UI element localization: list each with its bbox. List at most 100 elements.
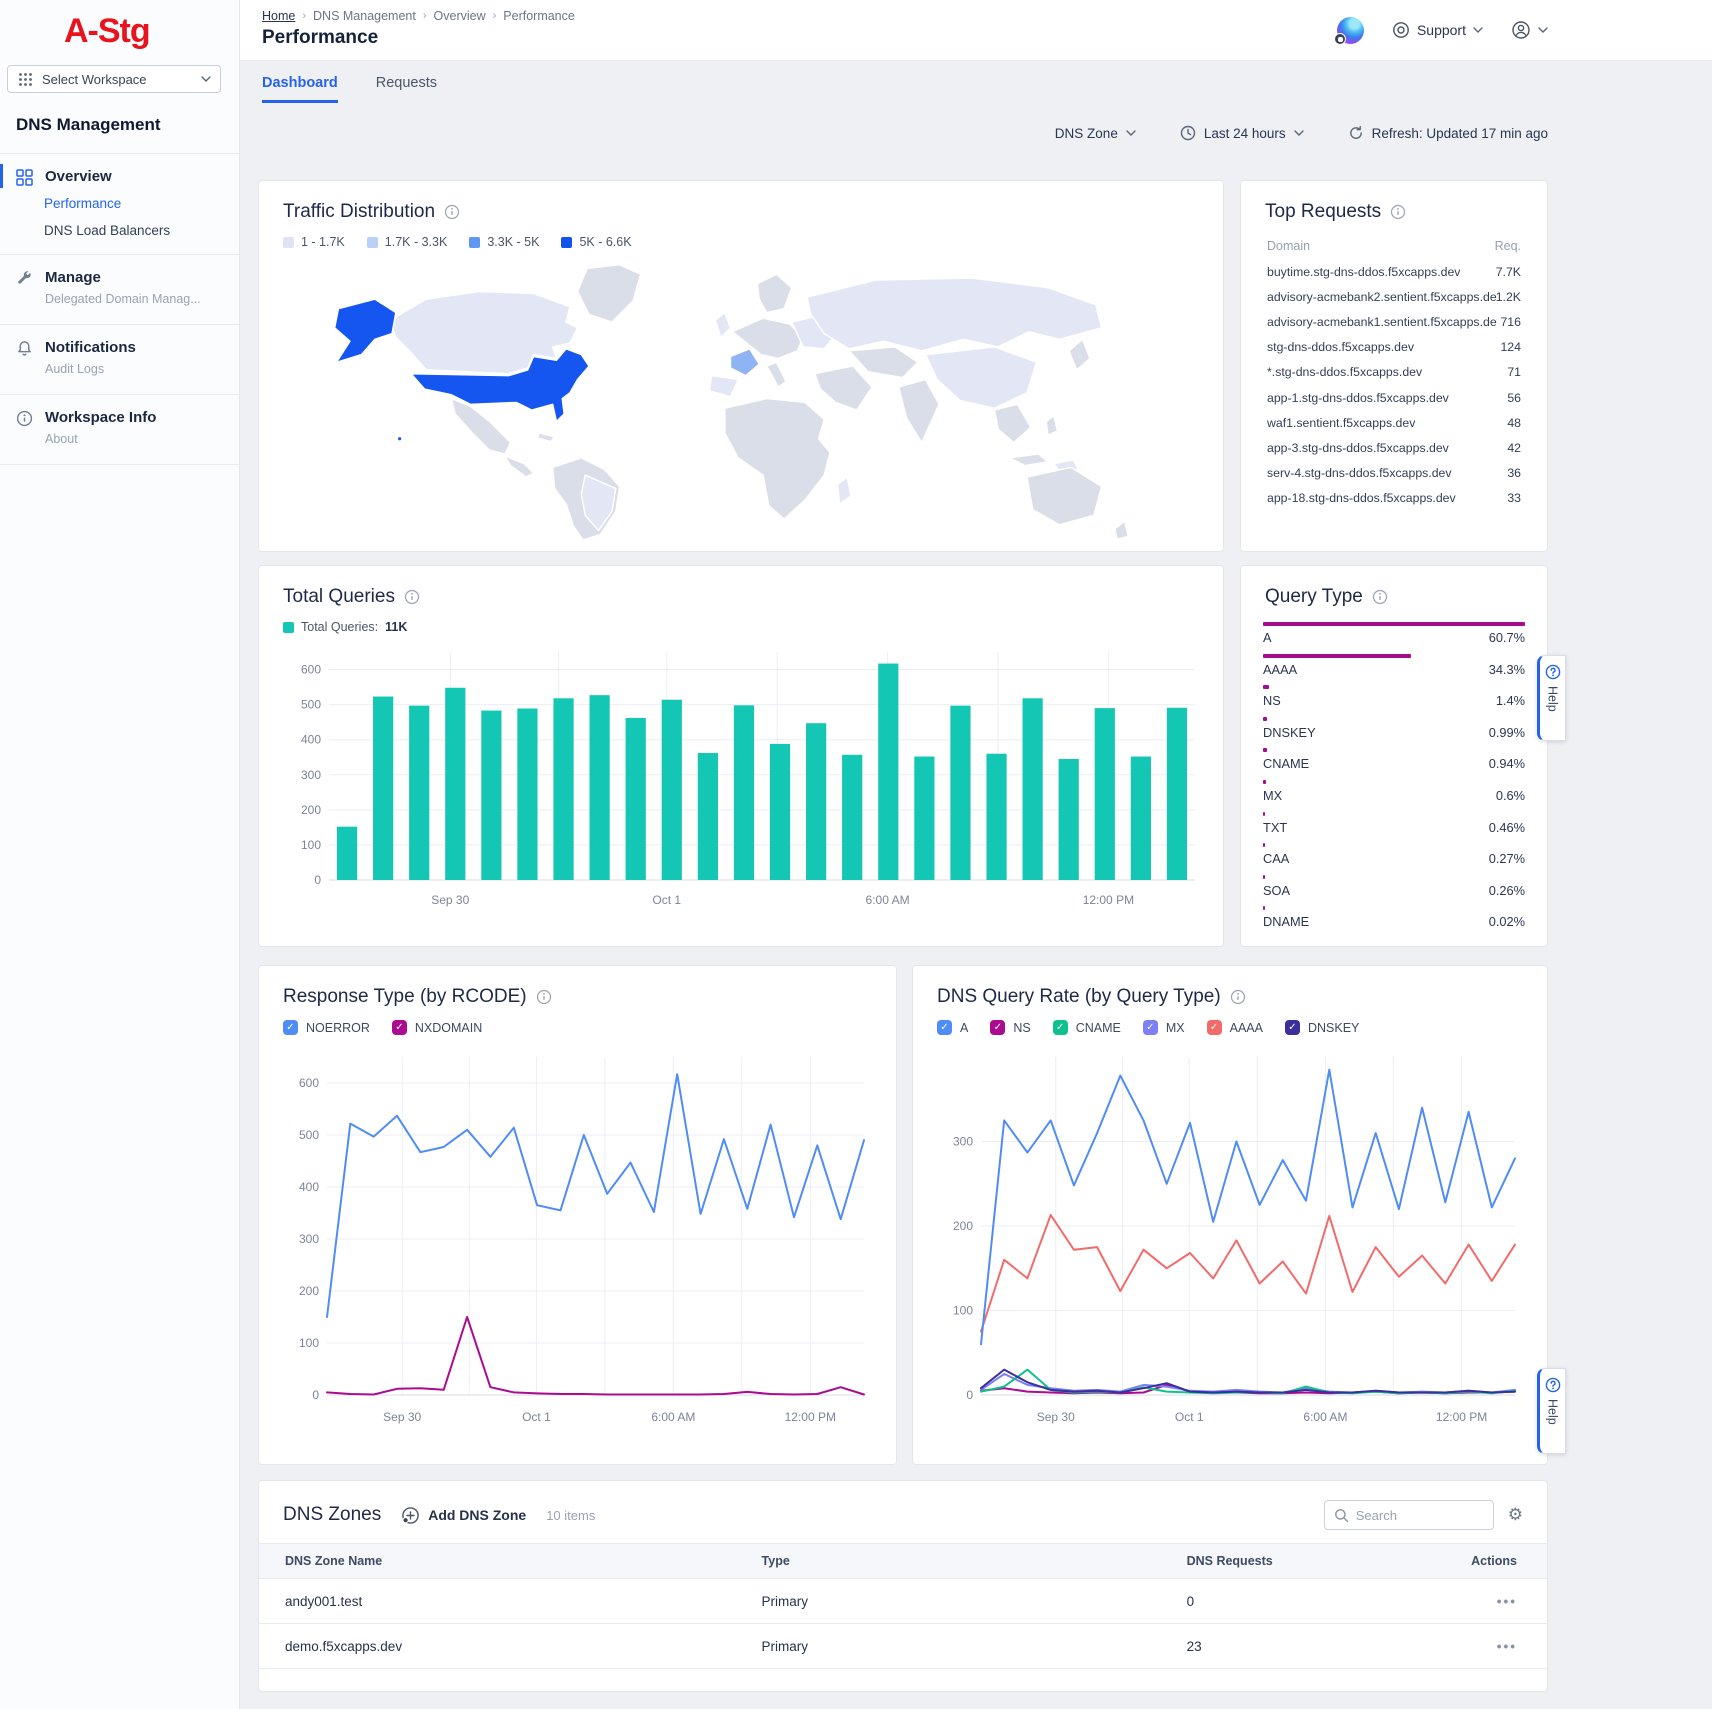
search-input[interactable] [1355,1507,1476,1523]
legend-label: Total Queries: [301,620,379,634]
workspace-selector[interactable]: Select Workspace [7,65,221,93]
breadcrumb-overview[interactable]: Overview [433,9,486,23]
zones-column-header[interactable]: Actions [1471,1554,1517,1568]
refresh-icon [1349,125,1362,139]
query-type-label: NS [1263,693,1281,709]
svg-text:Oct 1: Oct 1 [1175,1410,1204,1424]
assistant-orb-icon[interactable] [1333,16,1364,45]
checkbox-icon[interactable]: ✓ [937,1020,952,1035]
checkbox-icon[interactable]: ✓ [990,1020,1006,1035]
svg-text:12:00 PM: 12:00 PM [1436,1410,1487,1424]
checkbox-icon[interactable]: ✓ [1206,1020,1222,1035]
search-icon [1334,1508,1348,1522]
query-type-label: TXT [1263,819,1288,835]
sidebar-item-dns-load-balancers[interactable]: DNS Load Balancers [44,223,171,238]
traffic-legend-item: 3.3K - 5K [469,235,539,249]
sidebar-item-subtitle: Audit Logs [45,362,105,376]
user-menu[interactable] [1511,20,1548,40]
info-icon[interactable] [1390,204,1406,220]
checkbox-icon[interactable]: ✓ [391,1020,407,1035]
query-type-row: TXT 0.46% [1263,811,1525,835]
support-label: Support [1416,22,1466,38]
query-type-card: Query Type A 60.7% AAAA 34.3% NS 1.4% DNSKEY 0.… [1240,565,1548,947]
query-type-line: DNSKEY 0.99% [1263,725,1525,740]
zone-name[interactable]: andy001.test [285,1593,363,1609]
info-icon[interactable] [536,989,552,1005]
legend-label: A [960,1020,969,1035]
breadcrumb-home[interactable]: Home [262,9,296,23]
request-count: 7.7K [1495,264,1521,279]
svg-text:Oct 1: Oct 1 [652,893,681,907]
support-menu[interactable]: Support [1392,21,1483,39]
zone-type: Primary [761,1638,809,1654]
sidebar-item-workspace-info[interactable]: Workspace Info About [0,395,239,450]
breadcrumb-dns-management[interactable]: DNS Management [313,9,416,23]
checkbox-icon[interactable]: ✓ [1142,1020,1158,1035]
product-title: DNS Management [16,115,161,134]
query-type-bar [1263,748,1268,753]
card-title: Query Type [1265,586,1363,607]
info-icon[interactable] [1372,589,1388,605]
query-type-label: CNAME [1263,756,1310,772]
traffic-legend-item: 1.7K - 3.3K [366,235,447,249]
world-map[interactable] [283,259,1201,542]
zones-column-header[interactable]: DNS Requests [1186,1554,1273,1568]
clock-icon [1180,125,1196,141]
legend-swatch [366,236,378,248]
request-domain: *.stg-dns-ddos.f5xcapps.dev [1267,365,1423,380]
legend-label: AAAA [1229,1020,1263,1035]
checkbox-icon[interactable]: ✓ [1052,1020,1068,1035]
query-type-line: A 60.7% [1263,630,1525,645]
country-canada [389,290,579,375]
info-icon[interactable] [444,204,460,220]
query-type-line: AAAA 34.3% [1263,662,1525,677]
info-icon [16,410,33,427]
refresh-control[interactable]: Refresh: Updated 17 min ago [1348,125,1548,141]
sidebar-item-notifications[interactable]: Notifications Audit Logs [0,325,239,380]
sidebar-item-performance[interactable]: Performance [44,196,122,211]
query-type-pct: 0.99% [1488,724,1525,740]
request-domain: stg-dns-ddos.f5xcapps.dev [1267,340,1414,355]
request-count: 33 [1507,491,1521,506]
row-actions-button[interactable]: ••• [1496,1638,1517,1654]
column-domain: Domain [1267,239,1311,253]
info-icon[interactable] [1230,989,1246,1005]
query-type-line: CAA 0.27% [1263,851,1525,866]
info-icon[interactable] [404,589,420,605]
checkbox-icon[interactable]: ✓ [1284,1020,1300,1035]
legend-label: DNSKEY [1307,1020,1360,1035]
region-central-asia [848,346,919,379]
zone-name[interactable]: demo.f5xcapps.dev [285,1638,403,1654]
zones-column-header[interactable]: DNS Zone Name [285,1554,383,1568]
row-actions-button[interactable]: ••• [1496,1593,1517,1609]
sidebar-item-overview[interactable]: Overview [0,154,239,190]
query-type-line: SOA 0.26% [1263,883,1525,898]
legend-checkbox-item: ✓ MX [1142,1020,1185,1035]
help-tab[interactable]: Help [1537,655,1566,741]
tab-dashboard[interactable]: Dashboard [262,75,338,103]
legend-label: 5K - 6.6K [579,235,632,249]
checkbox-icon[interactable]: ✓ [283,1020,298,1035]
sidebar-item-manage[interactable]: Manage Delegated Domain Manag... [0,255,239,310]
tab-requests[interactable]: Requests [375,75,438,91]
legend-swatch [469,236,481,248]
zones-column-header[interactable]: Type [761,1554,790,1568]
request-domain: app-1.stg-dns-ddos.f5xcapps.dev [1267,390,1449,405]
add-dns-zone-button[interactable]: Add DNS Zone [401,1506,526,1525]
dns-zone-filter[interactable]: DNS Zone [1055,126,1136,141]
legend-value: 11K [385,620,408,634]
sidebar-item-label: Workspace Info [45,409,157,426]
country-india [898,378,940,444]
query-type-line: DNAME 0.02% [1263,914,1525,929]
help-tab[interactable]: Help [1537,1368,1566,1454]
traffic-legend-item: 5K - 6.6K [561,235,632,249]
query-type-line: MX 0.6% [1263,788,1525,803]
top-request-row: buytime.stg-dns-ddos.f5xcapps.dev 7.7K [1267,259,1521,284]
time-range-filter[interactable]: Last 24 hours [1180,125,1304,141]
country-alaska [333,298,397,363]
gear-icon[interactable]: ⚙ [1507,1505,1523,1525]
card-title: DNS Zones [283,1504,382,1525]
region-caribbean [536,432,556,443]
svg-text:6:00 AM: 6:00 AM [1303,1410,1347,1424]
time-range-label: Last 24 hours [1203,125,1286,141]
